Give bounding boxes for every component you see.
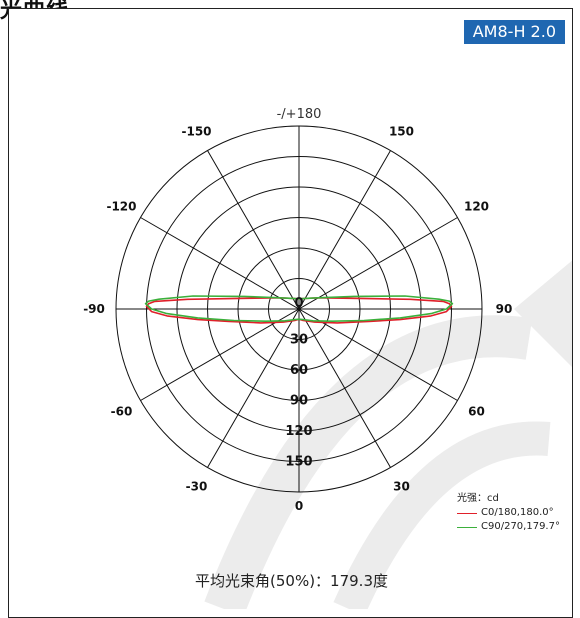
legend: 光强：cd C0/180,180.0° C90/270,179.7° xyxy=(457,492,560,534)
angle-label: 150 xyxy=(389,124,414,138)
legend-label-c0: C0/180,180.0° xyxy=(481,507,554,518)
angle-label: 30 xyxy=(393,480,410,494)
watermark-arc xyxy=(204,315,533,609)
ring-label: 0 xyxy=(294,296,303,311)
angle-label-top: -/+180 xyxy=(277,107,322,122)
ring-label: 60 xyxy=(290,363,308,378)
beam-angle-caption: 平均光束角(50%)：179.3度 xyxy=(195,572,388,590)
series-curve-1 xyxy=(144,295,454,322)
legend-item-c90: C90/270,179.7° xyxy=(457,520,560,534)
legend-label-c90: C90/270,179.7° xyxy=(481,521,560,532)
ring-label: 150 xyxy=(285,455,312,470)
polar-grid xyxy=(115,125,483,493)
chart-frame: AM8-H 2.0 -150 150 -120 120 -90 90 -60 60 -30 30-… xyxy=(8,8,573,618)
legend-swatch-c0 xyxy=(457,512,477,514)
ring-label: 120 xyxy=(285,424,312,439)
watermark-arcs xyxy=(204,260,572,609)
legend-unit: 光强：cd xyxy=(457,493,499,504)
axis-labels: -150 150 -120 120 -90 90 -60 60 -30 30 -/+180 0 0 30 6… xyxy=(83,107,512,513)
legend-swatch-c90 xyxy=(457,526,477,528)
legend-item-c0: C0/180,180.0° xyxy=(457,506,560,520)
angle-label: 60 xyxy=(468,404,485,418)
angle-label: -60 xyxy=(111,404,133,418)
angle-label: -150 xyxy=(182,124,212,138)
angle-label-bottom: 0 xyxy=(295,499,303,513)
angle-label: -90 xyxy=(83,302,105,316)
watermark-arc xyxy=(333,421,551,609)
grid-spoke xyxy=(207,150,391,468)
watermark-arc xyxy=(514,260,572,367)
angle-label: 120 xyxy=(464,200,489,214)
model-badge: AM8-H 2.0 xyxy=(463,20,565,44)
ring-label: 30 xyxy=(290,333,308,348)
angle-label: -30 xyxy=(186,480,208,494)
angle-label: -120 xyxy=(106,200,136,214)
polar-chart: -150 150 -120 120 -90 90 -60 60 -30 30 -/+180 0 0 30 6… xyxy=(83,107,572,609)
angle-label: 90 xyxy=(496,302,513,316)
ring-label: 90 xyxy=(290,394,308,409)
intensity-curves xyxy=(144,295,454,324)
